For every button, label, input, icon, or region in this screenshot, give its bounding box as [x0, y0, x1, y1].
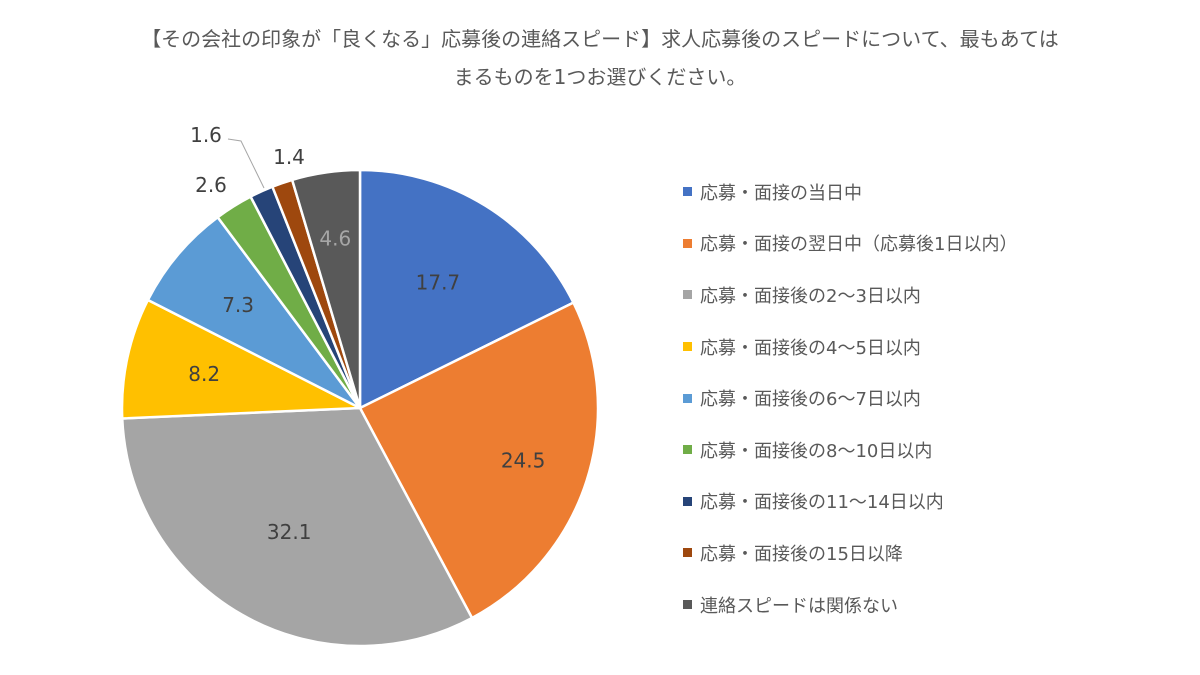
chart-title-line-2: まるものを1つお選びください。: [453, 65, 747, 89]
data-label-3: 8.2: [188, 362, 220, 386]
legend-label-8: 連絡スピードは関係ない: [700, 595, 898, 617]
pie-slice-0: [358, 168, 575, 410]
legend-label-4: 応募・面接後の6～7日以内: [700, 389, 921, 411]
legend-label-3: 応募・面接後の4～5日以内: [700, 337, 921, 359]
legend-label-5: 応募・面接後の8～10日以内: [700, 440, 933, 462]
data-label-6: 1.6: [190, 123, 222, 147]
legend-item-4: 応募・面接後の6～7日以内: [683, 372, 1017, 424]
legend-item-6: 応募・面接後の11～14日以内: [683, 476, 1017, 528]
legend-swatch-7: [683, 548, 692, 558]
legend-swatch-6: [683, 496, 692, 506]
pie-slice-4: [146, 215, 362, 410]
legend-swatch-4: [683, 393, 692, 403]
legend-swatch-1: [683, 238, 692, 248]
legend-item-0: 応募・面接の当日中: [683, 166, 1017, 218]
legend-item-7: 応募・面接後の15日以降: [683, 527, 1017, 579]
data-label-8: 4.6: [319, 226, 351, 250]
legend-swatch-3: [683, 342, 692, 352]
legend-label-1: 応募・面接の翌日中（応募後1日以内）: [700, 234, 1018, 256]
legend-item-1: 応募・面接の翌日中（応募後1日以内）: [683, 218, 1017, 270]
legend-label-0: 応募・面接の当日中: [700, 182, 862, 204]
data-label-7: 1.4: [273, 145, 305, 169]
legend-swatch-0: [683, 187, 692, 197]
data-label-4: 7.3: [222, 293, 254, 317]
chart-legend: 応募・面接の当日中応募・面接の翌日中（応募後1日以内） 応募・面接後の2～3日以内…: [683, 166, 1017, 630]
legend-swatch-5: [683, 445, 692, 455]
legend-label-6: 応募・面接後の11～14日以内: [700, 492, 944, 514]
data-label-2: 32.1: [267, 520, 312, 544]
chart-title: 【その会社の印象が「良くなる」応募後の連絡スピード】求人応募後のスピードについて…: [0, 20, 1200, 96]
legend-item-8: 連絡スピードは関係ない: [683, 579, 1017, 631]
legend-item-2: 応募・面接後の2～3日以内: [683, 269, 1017, 321]
legend-swatch-8: [683, 600, 692, 610]
legend-swatch-2: [683, 290, 692, 300]
data-label-1: 24.5: [501, 448, 546, 472]
data-label-5: 2.6: [195, 173, 227, 197]
legend-item-5: 応募・面接後の8～10日以内: [683, 424, 1017, 476]
leader-line-6: [227, 138, 265, 189]
chart-title-line-1: 【その会社の印象が「良くなる」応募後の連絡スピード】求人応募後のスピードについて…: [141, 27, 1059, 51]
data-label-0: 17.7: [416, 271, 461, 295]
legend-label-7: 応募・面接後の15日以降: [700, 543, 903, 565]
pie-slice-3: [120, 298, 362, 420]
legend-item-3: 応募・面接後の4～5日以内: [683, 321, 1017, 373]
pie-slice-8: [290, 168, 362, 410]
pie-slice-1: [358, 301, 600, 620]
pie-slice-2: [120, 406, 474, 648]
legend-label-2: 応募・面接後の2～3日以内: [700, 285, 921, 307]
